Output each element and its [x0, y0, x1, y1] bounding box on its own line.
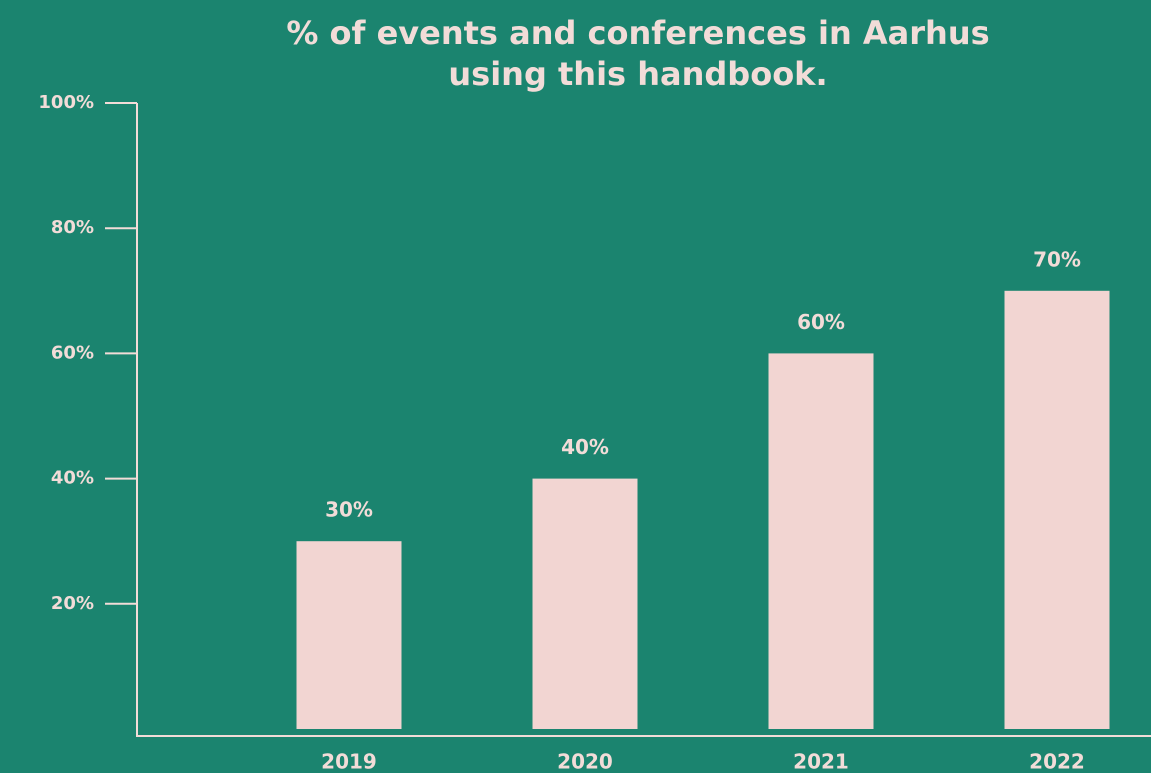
bar: [296, 541, 402, 729]
x-tick-label: 2021: [793, 750, 849, 773]
value-label: 40%: [561, 435, 609, 459]
y-tick-label: 80%: [51, 217, 94, 238]
value-label: 70%: [1033, 247, 1081, 271]
y-tick-label: 40%: [51, 468, 94, 489]
y-tick-label: 60%: [51, 342, 94, 363]
value-label: 30%: [325, 498, 373, 522]
chart-title: % of events and conferences in Aarhus: [286, 14, 989, 52]
bar: [532, 478, 638, 729]
x-tick-label: 2019: [321, 750, 377, 773]
y-tick-label: 20%: [51, 593, 94, 614]
bar: [1004, 290, 1110, 729]
y-tick-label: 100%: [38, 92, 94, 113]
x-tick-label: 2020: [557, 750, 613, 773]
value-label: 60%: [797, 310, 845, 334]
chart-title: using this handbook.: [448, 55, 827, 93]
x-tick-label: 2022: [1029, 750, 1085, 773]
bar: [768, 353, 874, 729]
